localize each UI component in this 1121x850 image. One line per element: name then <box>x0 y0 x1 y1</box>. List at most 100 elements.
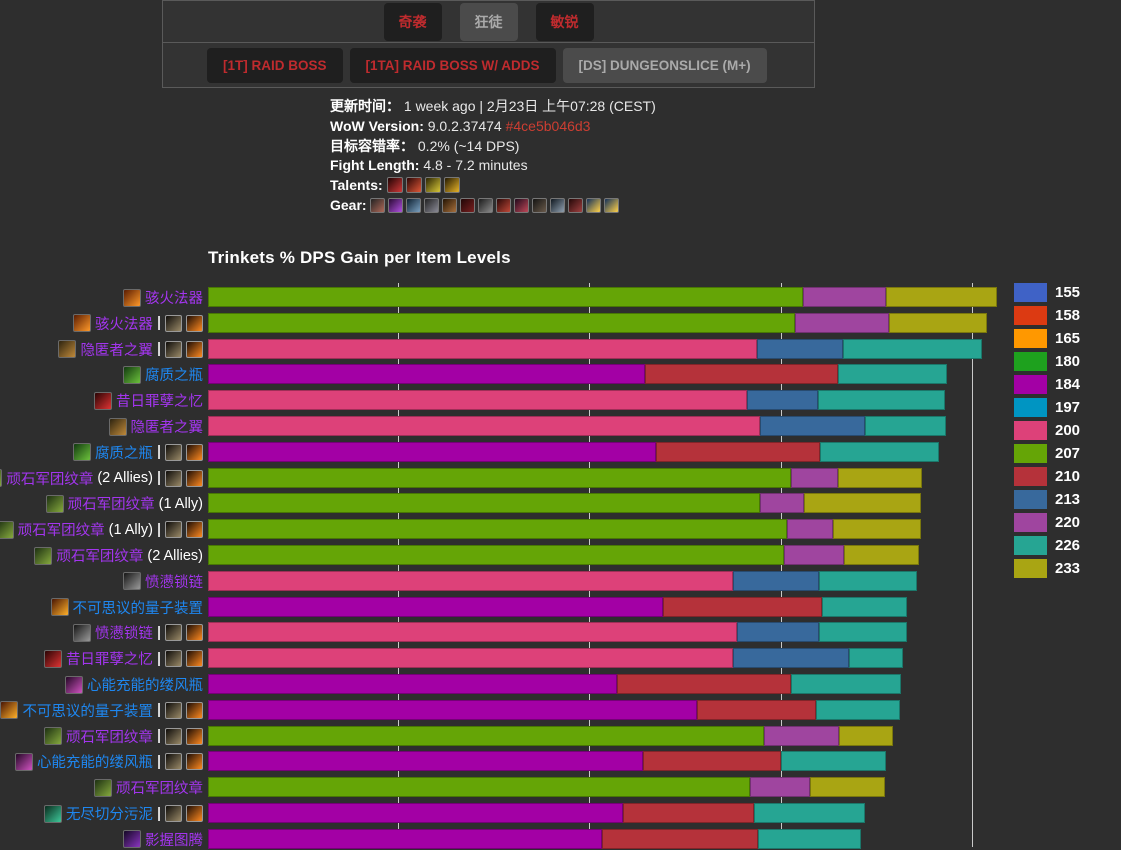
sim-tab-2[interactable]: [1TA] RAID BOSS W/ ADDS <box>349 47 556 83</box>
bar-segment-ilvl-226[interactable] <box>819 622 907 643</box>
weapon-icon-1[interactable] <box>165 753 182 771</box>
gear-icon-10[interactable] <box>532 197 548 213</box>
gear-icon-14[interactable] <box>604 197 620 213</box>
bar-segment-ilvl-207[interactable] <box>208 467 791 488</box>
item-icon[interactable] <box>94 391 112 410</box>
spec-tab-1[interactable]: 奇袭 <box>383 2 442 41</box>
bar-segment-ilvl-210[interactable] <box>663 596 822 617</box>
gear-icon-3[interactable] <box>406 197 422 213</box>
gear-icon-2[interactable] <box>388 197 404 213</box>
bar-segment-ilvl-226[interactable] <box>843 338 982 359</box>
bar-segment-ilvl-220[interactable] <box>784 545 844 565</box>
bar-segment-ilvl-200[interactable] <box>208 622 737 643</box>
bar-segment-ilvl-200[interactable] <box>208 648 733 669</box>
item-icon[interactable] <box>108 417 127 436</box>
item-name-link[interactable]: 腐质之瓶 <box>145 368 203 385</box>
bar-segment-ilvl-200[interactable] <box>208 338 757 359</box>
item-icon[interactable] <box>34 546 53 565</box>
legend-item-180[interactable]: 180 <box>1014 352 1080 371</box>
legend-item-220[interactable]: 220 <box>1014 513 1080 532</box>
item-name-link[interactable]: 顽石军团纹章 <box>67 497 155 514</box>
item-name-link[interactable]: 愤懑锁链 <box>94 626 153 643</box>
bar-segment-ilvl-213[interactable] <box>733 570 819 591</box>
bar-segment-ilvl-213[interactable] <box>733 648 849 669</box>
weapon-icon-2[interactable] <box>186 701 203 719</box>
weapon-icon-1[interactable] <box>165 650 182 668</box>
item-name-link[interactable]: 隐匿者之翼 <box>130 420 204 436</box>
gear-icon-11[interactable] <box>550 197 566 213</box>
spec-tab-2[interactable]: 狂徒 <box>459 2 518 41</box>
bar-segment-ilvl-210[interactable] <box>656 441 820 462</box>
bar-segment-ilvl-226[interactable] <box>865 416 946 436</box>
item-icon[interactable] <box>72 314 91 333</box>
bar-segment-ilvl-184[interactable] <box>208 828 602 849</box>
gear-icon-4[interactable] <box>424 197 440 213</box>
bar-segment-ilvl-226[interactable] <box>819 570 917 591</box>
bar-segment-ilvl-210[interactable] <box>617 674 791 694</box>
bar-segment-ilvl-226[interactable] <box>820 441 939 462</box>
legend-item-197[interactable]: 197 <box>1014 398 1080 417</box>
gear-icon-13[interactable] <box>586 197 602 213</box>
gear-icon-5[interactable] <box>442 197 458 213</box>
bar-segment-ilvl-207[interactable] <box>208 287 803 307</box>
bar-segment-ilvl-184[interactable] <box>208 674 617 694</box>
bar-segment-ilvl-233[interactable] <box>838 467 922 488</box>
talent-icon-3[interactable] <box>424 177 441 194</box>
item-icon[interactable] <box>14 752 33 771</box>
weapon-icon-1[interactable] <box>165 443 182 461</box>
sim-tab-3[interactable]: [DS] DUNGEONSLICE (M+) <box>562 47 767 83</box>
weapon-icon-1[interactable] <box>165 469 182 487</box>
gear-icon-6[interactable] <box>460 197 476 213</box>
weapon-icon-1[interactable] <box>165 340 182 358</box>
weapon-icon-2[interactable] <box>186 624 203 642</box>
weapon-icon-2[interactable] <box>186 314 203 332</box>
item-name-link[interactable]: 顽石军团纹章 <box>6 471 94 488</box>
bar-segment-ilvl-210[interactable] <box>697 699 816 720</box>
item-icon[interactable] <box>43 804 62 823</box>
item-name-link[interactable]: 愤懑锁链 <box>145 574 203 591</box>
item-name-link[interactable]: 顽石军团纹章 <box>17 523 105 540</box>
item-name-link[interactable]: 无尽切分污泥 <box>65 807 153 823</box>
item-icon[interactable] <box>65 675 83 694</box>
talent-icon-1[interactable] <box>386 177 403 194</box>
item-name-link[interactable]: 骇火法器 <box>145 291 203 307</box>
legend-item-184[interactable]: 184 <box>1014 375 1080 394</box>
item-icon[interactable] <box>123 365 141 384</box>
bar-segment-ilvl-233[interactable] <box>889 312 987 333</box>
weapon-icon-1[interactable] <box>165 727 182 745</box>
item-name-link[interactable]: 不可思议的量子装置 <box>22 703 153 720</box>
item-icon[interactable] <box>123 830 141 849</box>
weapon-icon-1[interactable] <box>165 624 182 642</box>
item-icon[interactable] <box>123 572 141 591</box>
bar-segment-ilvl-207[interactable] <box>208 777 750 798</box>
weapon-icon-1[interactable] <box>165 701 182 719</box>
bar-segment-ilvl-233[interactable] <box>804 493 921 514</box>
weapon-icon-2[interactable] <box>186 805 203 822</box>
bar-segment-ilvl-233[interactable] <box>886 287 997 307</box>
item-name-link[interactable]: 顽石军团纹章 <box>56 549 144 565</box>
talent-icon-4[interactable] <box>443 177 460 194</box>
weapon-icon-2[interactable] <box>186 650 203 668</box>
gear-icon-1[interactable] <box>370 197 386 213</box>
weapon-icon-1[interactable] <box>165 805 182 822</box>
bar-segment-ilvl-184[interactable] <box>208 364 645 385</box>
item-icon[interactable] <box>0 469 3 488</box>
bar-segment-ilvl-207[interactable] <box>208 545 784 565</box>
weapon-icon-1[interactable] <box>165 314 182 332</box>
legend-item-165[interactable]: 165 <box>1014 329 1080 348</box>
weapon-icon-1[interactable] <box>165 521 182 539</box>
bar-segment-ilvl-220[interactable] <box>764 725 839 746</box>
bar-segment-ilvl-210[interactable] <box>645 364 838 385</box>
bar-segment-ilvl-200[interactable] <box>208 416 760 436</box>
item-icon[interactable] <box>43 727 62 746</box>
bar-segment-ilvl-184[interactable] <box>208 596 663 617</box>
bar-segment-ilvl-184[interactable] <box>208 699 697 720</box>
bar-segment-ilvl-226[interactable] <box>758 828 861 849</box>
item-name-link[interactable]: 不可思议的量子装置 <box>72 600 204 617</box>
bar-segment-ilvl-220[interactable] <box>787 519 833 540</box>
bar-segment-ilvl-220[interactable] <box>750 777 810 798</box>
bar-segment-ilvl-233[interactable] <box>833 519 921 540</box>
bar-segment-ilvl-233[interactable] <box>844 545 919 565</box>
gear-icon-12[interactable] <box>568 197 584 213</box>
bar-segment-ilvl-213[interactable] <box>737 622 819 643</box>
